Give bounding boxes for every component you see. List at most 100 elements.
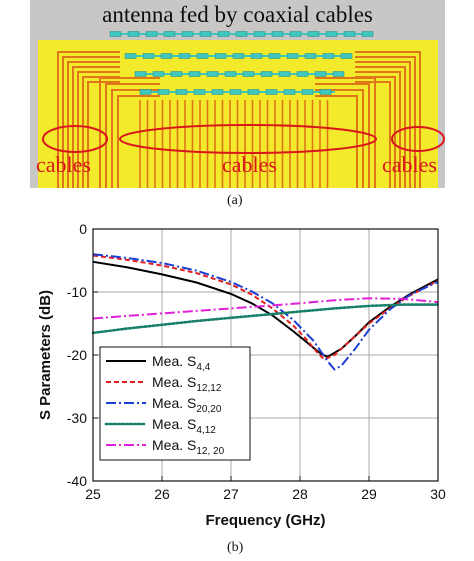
antenna-element — [361, 31, 374, 37]
feed-trace — [77, 71, 120, 188]
antenna-element — [271, 31, 284, 37]
cable-highlight-right — [391, 126, 445, 152]
s-parameter-chart: 25 26 27 28 29 30 0 -10 -20 -30 -40 Frequency (GHz)… — [37, 221, 446, 529]
antenna-element — [188, 71, 201, 77]
x-tick-label: 30 — [430, 486, 446, 502]
antenna-element — [247, 89, 260, 95]
antenna-element — [175, 89, 188, 95]
feed-trace — [355, 81, 391, 188]
antenna-element — [229, 89, 242, 95]
caption-a: (a) — [227, 193, 243, 208]
legend-entry: Mea. S4,12 — [152, 416, 216, 436]
series-line-2 — [92, 253, 439, 371]
antenna-element — [178, 53, 191, 59]
antenna-element — [224, 71, 237, 77]
feed-trace — [315, 83, 370, 188]
antenna-element — [134, 71, 147, 77]
antenna-element — [260, 71, 273, 77]
antenna-element — [145, 31, 158, 37]
series-line-1 — [92, 254, 439, 361]
antenna-element — [196, 53, 209, 59]
antenna-element — [199, 31, 212, 37]
legend-entry: Mea. S4,4 — [152, 353, 211, 373]
feed-trace — [57, 51, 120, 188]
legend-entry: Mea. S12, 20 — [152, 437, 225, 457]
antenna-element — [343, 31, 356, 37]
feed-trace — [72, 66, 120, 188]
y-tick-label: -20 — [67, 347, 87, 363]
cable-label-right: cables — [382, 152, 437, 177]
antenna-element — [296, 71, 309, 77]
feed-trace — [315, 77, 376, 188]
feed-trace — [67, 61, 120, 188]
antenna-element — [235, 31, 248, 37]
y-tick-label: -10 — [67, 284, 87, 300]
antenna-element — [217, 31, 230, 37]
x-tick-label: 27 — [223, 486, 239, 502]
antenna-element — [242, 71, 255, 77]
caption-b: (b) — [227, 540, 244, 555]
feed-trace — [87, 81, 120, 188]
antenna-element — [160, 53, 173, 59]
cable-label-left: cables — [36, 152, 91, 177]
legend-entry: Mea. S20,20 — [152, 395, 222, 415]
antenna-element — [206, 71, 219, 77]
legend-entry: Mea. S12,12 — [152, 374, 222, 394]
x-tick-label: 25 — [85, 486, 101, 502]
antenna-element — [139, 89, 152, 95]
antenna-element — [157, 89, 170, 95]
cable-highlight-left — [42, 125, 108, 153]
antenna-element — [265, 89, 278, 95]
antenna-element — [250, 53, 263, 59]
antenna-element — [152, 71, 165, 77]
antenna-element — [109, 31, 122, 37]
antenna-element — [340, 53, 353, 59]
photo-title: antenna fed by coaxial cables — [102, 2, 373, 27]
antenna-element — [163, 31, 176, 37]
antenna-element — [170, 71, 183, 77]
y-tick-label: -40 — [67, 473, 87, 489]
y-tick-label: -30 — [67, 410, 87, 426]
antenna-element — [332, 71, 345, 77]
cable-label-center: cables — [222, 152, 277, 177]
antenna-board-illustration — [38, 31, 445, 188]
antenna-element — [319, 89, 332, 95]
feed-trace — [355, 51, 421, 188]
x-tick-label: 26 — [154, 486, 170, 502]
antenna-element — [278, 71, 291, 77]
antenna-element — [304, 53, 317, 59]
antenna-element — [232, 53, 245, 59]
antenna-element — [314, 71, 327, 77]
series-line-0 — [92, 260, 439, 359]
antenna-element — [322, 53, 335, 59]
feed-trace — [355, 56, 416, 188]
series-line-4 — [92, 297, 439, 320]
feed-trace — [355, 71, 401, 188]
y-tick-label: 0 — [79, 221, 87, 237]
antenna-element — [283, 89, 296, 95]
feed-trace — [315, 95, 358, 188]
y-axis-title: S Parameters (dB) — [37, 290, 54, 420]
antenna-element — [214, 53, 227, 59]
antenna-element — [301, 89, 314, 95]
antenna-photo: antenna fed by coaxial cables cables cab… — [30, 0, 445, 188]
antenna-element — [181, 31, 194, 37]
series-line-3 — [91, 303, 440, 335]
feed-trace — [99, 77, 160, 188]
x-tick-label: 29 — [361, 486, 377, 502]
x-axis-title: Frequency (GHz) — [205, 512, 325, 529]
feed-trace — [355, 61, 411, 188]
cable-highlight-center — [119, 124, 377, 154]
antenna-element — [307, 31, 320, 37]
antenna-element — [325, 31, 338, 37]
antenna-element — [211, 89, 224, 95]
antenna-element — [289, 31, 302, 37]
feed-trace — [355, 66, 406, 188]
feed-trace — [117, 95, 160, 188]
antenna-element — [193, 89, 206, 95]
antenna-element — [127, 31, 140, 37]
feed-trace — [62, 56, 120, 188]
antenna-element — [268, 53, 281, 59]
antenna-element — [286, 53, 299, 59]
antenna-element — [142, 53, 155, 59]
